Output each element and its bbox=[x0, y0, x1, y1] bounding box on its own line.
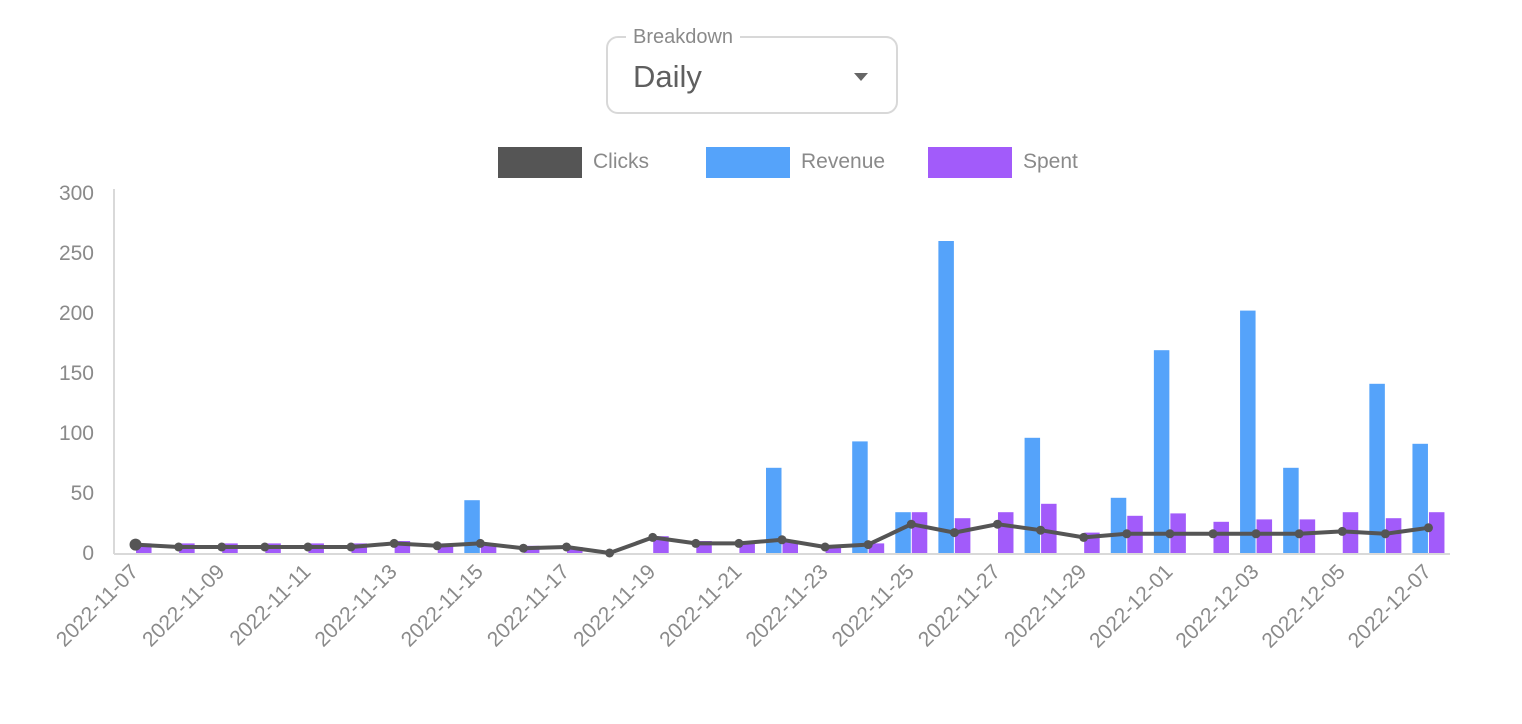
legend-swatch-spent bbox=[928, 146, 1012, 178]
revenue-bar bbox=[1024, 437, 1041, 553]
x-tick-label: 2022-12-01 bbox=[1085, 560, 1177, 652]
revenue-bar bbox=[938, 241, 954, 553]
x-tick-label: 2022-11-19 bbox=[569, 560, 660, 651]
spent-bar bbox=[1428, 512, 1445, 553]
x-tick-label: 2022-12-07 bbox=[1344, 560, 1436, 652]
spent-bar bbox=[997, 512, 1014, 553]
y-tick-label: 100 bbox=[59, 422, 94, 445]
x-tick-label: 2022-11-15 bbox=[397, 560, 488, 651]
clicks-point bbox=[1122, 529, 1132, 539]
x-tick-label: 2022-11-23 bbox=[742, 560, 833, 651]
chart-legend: Clicks Revenue Spent bbox=[0, 145, 1522, 181]
spent-bar bbox=[1213, 521, 1229, 553]
legend-label-spent: Spent bbox=[1023, 150, 1078, 173]
legend-label-revenue: Revenue bbox=[801, 150, 886, 173]
revenue-bar bbox=[852, 441, 868, 553]
revenue-bar bbox=[1412, 443, 1428, 553]
clicks-point bbox=[432, 541, 442, 551]
y-tick-label: 50 bbox=[71, 482, 94, 505]
clicks-point bbox=[1208, 529, 1218, 539]
y-tick-label: 0 bbox=[82, 542, 94, 565]
clicks-point bbox=[1380, 529, 1390, 539]
legend-label-clicks: Clicks bbox=[593, 150, 649, 173]
x-tick-label: 2022-11-27 bbox=[914, 560, 1005, 651]
spent-bar bbox=[1299, 519, 1316, 553]
clicks-point bbox=[518, 543, 528, 553]
clicks-point bbox=[820, 542, 830, 552]
y-tick-label: 300 bbox=[59, 182, 94, 205]
clicks-point bbox=[691, 538, 701, 548]
clicks-point bbox=[1337, 526, 1347, 536]
clicks-point bbox=[1165, 529, 1175, 539]
revenue-bar bbox=[464, 500, 480, 553]
spent-bar bbox=[437, 543, 454, 553]
spent-bar bbox=[136, 543, 152, 553]
legend-item-revenue[interactable]: Revenue bbox=[706, 145, 885, 179]
clicks-point bbox=[303, 542, 313, 552]
revenue-bar bbox=[1283, 467, 1299, 553]
spent-bar bbox=[1385, 518, 1402, 553]
revenue-bar bbox=[1369, 383, 1385, 553]
revenue-bar bbox=[1153, 350, 1170, 553]
clicks-point bbox=[475, 538, 485, 548]
clicks-point bbox=[129, 538, 142, 551]
clicks-point bbox=[1294, 529, 1304, 539]
clicks-point bbox=[260, 542, 270, 552]
x-tick-label: 2022-12-03 bbox=[1171, 560, 1263, 652]
x-tick-label: 2022-11-13 bbox=[311, 560, 402, 651]
y-tick-label: 150 bbox=[59, 362, 94, 385]
spent-bar bbox=[480, 543, 497, 553]
x-tick-label: 2022-11-11 bbox=[225, 560, 315, 650]
clicks-point bbox=[1251, 529, 1261, 539]
x-tick-label: 2022-11-21 bbox=[655, 560, 746, 651]
clicks-point bbox=[174, 542, 184, 552]
revenue-bar bbox=[895, 512, 911, 553]
x-tick-label: 2022-11-29 bbox=[1000, 560, 1091, 651]
clicks-point bbox=[605, 548, 615, 558]
spent-bar bbox=[1256, 519, 1273, 553]
clicks-point bbox=[992, 519, 1002, 529]
spent-bar bbox=[911, 512, 928, 553]
clicks-point bbox=[562, 542, 572, 552]
clicks-point bbox=[1079, 532, 1089, 542]
clicks-point bbox=[863, 540, 873, 550]
spent-bar bbox=[868, 543, 885, 553]
spent-bar bbox=[954, 518, 971, 553]
clicks-point bbox=[734, 538, 744, 548]
x-tick-label: 2022-12-05 bbox=[1258, 560, 1350, 652]
clicks-point bbox=[906, 519, 916, 529]
y-tick-label: 250 bbox=[59, 242, 94, 265]
legend-item-clicks[interactable]: Clicks bbox=[498, 145, 649, 179]
x-tick-label: 2022-11-25 bbox=[828, 560, 919, 651]
y-tick-label: 200 bbox=[59, 302, 94, 325]
clicks-point bbox=[777, 535, 787, 545]
revenue-bar bbox=[1240, 310, 1256, 553]
clicks-point bbox=[1036, 525, 1046, 535]
clicks-point bbox=[389, 538, 399, 548]
x-tick-label: 2022-11-17 bbox=[483, 560, 574, 651]
spent-bar bbox=[825, 547, 842, 553]
breakdown-value: Daily bbox=[633, 59, 702, 94]
breakdown-label: Breakdown bbox=[626, 25, 741, 49]
chevron-down-icon bbox=[854, 73, 868, 81]
revenue-bar bbox=[766, 467, 782, 553]
breakdown-select[interactable]: Breakdown Daily bbox=[606, 25, 898, 114]
x-tick-label: 2022-11-09 bbox=[138, 560, 229, 651]
clicks-point bbox=[1423, 523, 1433, 533]
revenue-bar bbox=[1110, 497, 1127, 553]
legend-swatch-revenue bbox=[706, 146, 790, 178]
spent-bar bbox=[739, 542, 755, 553]
x-tick-label: 2022-11-07 bbox=[52, 560, 143, 651]
clicks-point bbox=[949, 528, 959, 538]
clicks-point bbox=[217, 542, 227, 552]
clicks-point bbox=[648, 532, 658, 542]
legend-swatch-clicks bbox=[498, 146, 582, 178]
spent-bar bbox=[1041, 503, 1057, 553]
spent-bar bbox=[782, 541, 798, 553]
clicks-point bbox=[346, 542, 356, 552]
legend-item-spent[interactable]: Spent bbox=[928, 145, 1078, 179]
